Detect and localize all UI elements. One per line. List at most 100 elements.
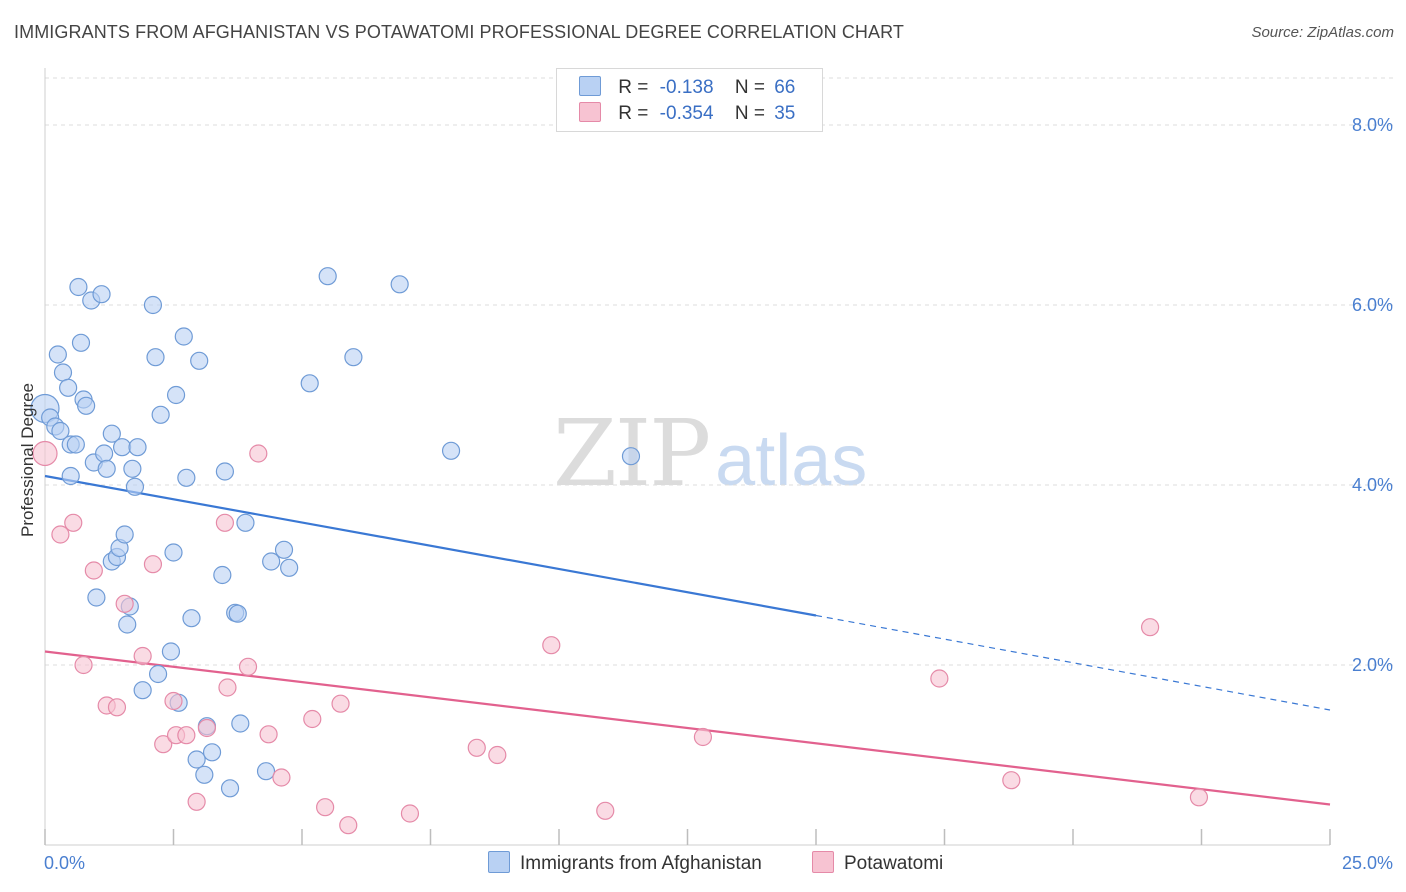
correlation-legend: R = -0.138 N = 66 R = -0.354 N = 35 <box>556 68 823 132</box>
point-afghanistan <box>123 459 142 478</box>
point-afghanistan <box>195 765 214 784</box>
legend-r-value: -0.138 <box>659 77 714 98</box>
point-potawatomi <box>51 525 70 544</box>
data-points <box>30 267 1209 835</box>
point-potawatomi <box>272 768 291 787</box>
point-potawatomi <box>303 709 322 729</box>
point-afghanistan <box>344 348 363 367</box>
point-potawatomi <box>115 594 134 613</box>
legend-r-label: R = <box>618 77 649 98</box>
point-potawatomi <box>197 718 217 738</box>
legend-n-value: 66 <box>774 77 796 98</box>
point-potawatomi <box>400 804 420 823</box>
point-potawatomi <box>930 669 949 688</box>
point-potawatomi <box>331 694 350 713</box>
source-label: Source: ZipAtlas.com <box>1251 24 1394 41</box>
gridlines <box>45 77 1395 666</box>
point-potawatomi <box>596 801 615 820</box>
point-potawatomi <box>693 727 713 747</box>
point-afghanistan <box>48 345 67 364</box>
point-afghanistan <box>164 543 183 562</box>
point-afghanistan <box>66 435 85 454</box>
point-afghanistan <box>256 762 276 781</box>
point-afghanistan <box>151 405 170 424</box>
point-potawatomi <box>339 816 358 835</box>
y-tick-label: 4.0% <box>1352 475 1393 495</box>
trend-line-potawatomi <box>44 650 1331 806</box>
point-afghanistan <box>95 444 114 463</box>
point-potawatomi <box>1189 788 1209 807</box>
point-potawatomi <box>542 636 561 655</box>
axis-labels: 2.0% 4.0% 6.0% 8.0% 0.0% 25.0% Professional De… <box>18 115 1393 873</box>
point-potawatomi <box>249 444 268 463</box>
point-afghanistan <box>92 285 111 304</box>
point-afghanistan <box>71 333 91 352</box>
legend-n-label: N = <box>734 77 765 98</box>
point-afghanistan <box>77 396 96 415</box>
point-afghanistan <box>143 295 163 315</box>
point-afghanistan <box>390 275 409 294</box>
point-potawatomi <box>238 657 258 676</box>
point-potawatomi <box>64 513 83 532</box>
bottom-legend-label: Immigrants from Afghanistan <box>520 853 762 874</box>
point-afghanistan <box>133 681 152 700</box>
point-afghanistan <box>128 438 147 457</box>
point-afghanistan <box>300 374 319 393</box>
point-potawatomi <box>187 792 206 811</box>
point-potawatomi <box>164 691 183 711</box>
point-afghanistan <box>213 565 232 585</box>
point-potawatomi <box>107 698 127 717</box>
point-potawatomi <box>259 725 278 744</box>
point-afghanistan <box>190 351 209 370</box>
point-afghanistan <box>51 421 70 441</box>
bottom-legend-potawatomi: Potawatomi <box>812 851 943 875</box>
watermark: ZIPatlas <box>553 400 867 507</box>
point-afghanistan <box>220 779 240 798</box>
point-potawatomi <box>215 513 234 532</box>
point-potawatomi <box>488 745 507 765</box>
point-afghanistan <box>118 615 137 634</box>
point-potawatomi <box>84 561 103 580</box>
chart-title: IMMIGRANTS FROM AFGHANISTAN VS POTAWATOM… <box>14 22 904 42</box>
point-afghanistan <box>125 477 145 496</box>
point-potawatomi <box>218 678 237 697</box>
point-afghanistan <box>228 604 247 623</box>
bottom-swatch-blue <box>488 851 510 873</box>
y-tick-label: 6.0% <box>1352 295 1393 315</box>
point-potawatomi <box>32 440 58 467</box>
point-afghanistan <box>102 424 121 443</box>
point-afghanistan <box>61 466 80 486</box>
legend-r-value: -0.354 <box>659 103 714 124</box>
bottom-legend-label: Potawatomi <box>844 853 944 874</box>
point-potawatomi <box>143 555 163 574</box>
point-afghanistan <box>161 642 181 661</box>
bottom-legend-afghanistan: Immigrants from Afghanistan <box>488 851 762 875</box>
point-potawatomi <box>177 726 196 745</box>
point-afghanistan <box>112 438 132 457</box>
point-potawatomi <box>316 798 335 817</box>
legend-row-afghanistan: R = -0.138 N = 66 <box>579 76 795 100</box>
legend-row-potawatomi: R = -0.354 N = 35 <box>579 102 795 126</box>
y-tick-label: 8.0% <box>1352 115 1393 135</box>
point-afghanistan <box>174 327 193 346</box>
x-tick-label: 25.0% <box>1342 853 1393 873</box>
legend-swatch-blue <box>579 76 601 96</box>
point-afghanistan <box>262 552 281 571</box>
point-afghanistan <box>236 513 255 532</box>
point-afghanistan <box>231 714 250 733</box>
legend-n-label: N = <box>734 103 765 124</box>
point-afghanistan <box>148 664 168 684</box>
point-potawatomi <box>154 735 173 754</box>
bottom-swatch-pink <box>812 851 834 873</box>
trend-line-afghanistan-extrapolated <box>815 614 1331 711</box>
legend-n-value: 35 <box>774 103 796 124</box>
point-afghanistan <box>187 750 206 769</box>
point-potawatomi <box>467 738 486 757</box>
point-afghanistan <box>441 441 461 460</box>
point-potawatomi <box>1140 618 1160 637</box>
trend-line-afghanistan <box>44 474 817 617</box>
point-afghanistan <box>280 558 299 577</box>
y-axis-label: Professional Degree <box>18 383 37 537</box>
point-afghanistan <box>177 468 196 487</box>
point-afghanistan <box>202 743 222 762</box>
